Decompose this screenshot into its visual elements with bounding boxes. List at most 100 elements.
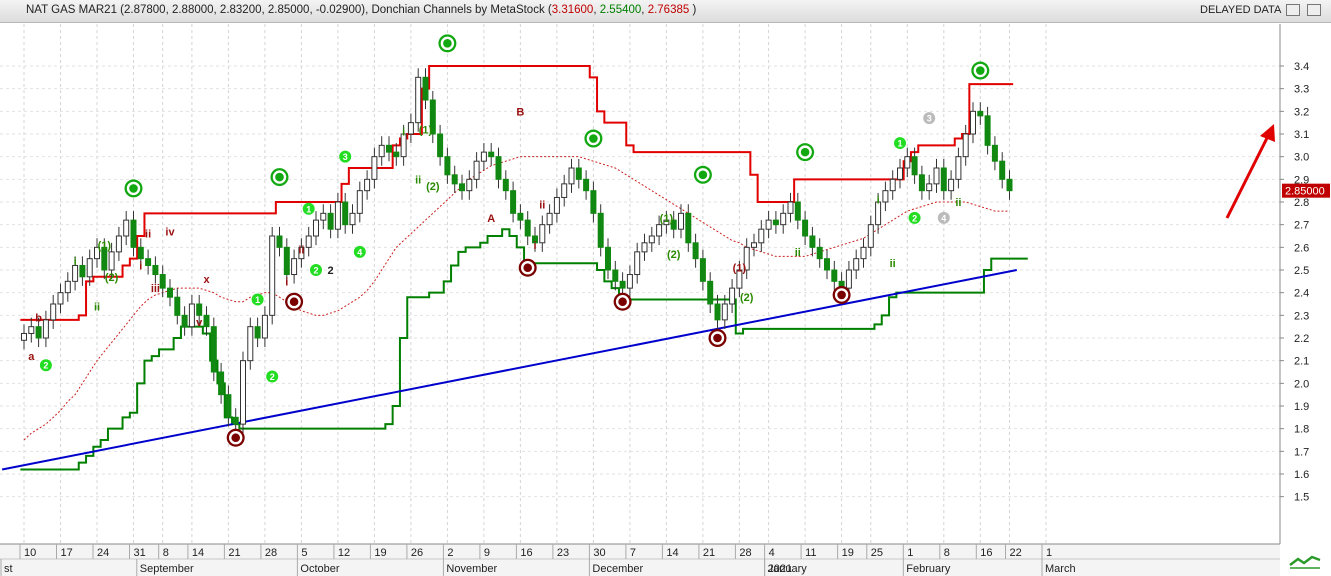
date-tick-label: 8	[944, 547, 950, 559]
price-bar	[451, 174, 458, 185]
price-bar	[320, 212, 327, 221]
price-bar	[984, 115, 991, 146]
wave-count-label: 2	[912, 213, 917, 223]
month-label: November	[446, 563, 497, 575]
price-tick-label: 2.2	[1294, 333, 1309, 345]
price-bar	[473, 160, 480, 180]
price-bar	[853, 258, 860, 271]
wave-count-dot	[251, 293, 264, 306]
price-bar	[962, 133, 969, 158]
wave-count-label: 3	[927, 114, 932, 124]
price-tick-label: 3.4	[1294, 61, 1309, 73]
price-bar	[663, 219, 670, 226]
price-bar	[261, 314, 268, 339]
price-tick-label: 2.0	[1294, 378, 1309, 390]
price-bar	[648, 235, 655, 244]
wave-marker-ring	[586, 131, 601, 146]
price-bar	[276, 235, 283, 248]
wave-text-label: x	[203, 274, 210, 286]
price-bar	[422, 76, 429, 101]
price-tick-label: 1.6	[1294, 469, 1309, 481]
price-bar	[240, 360, 246, 425]
date-tick-label: 28	[265, 547, 277, 559]
restore-icon[interactable]	[1286, 4, 1300, 16]
price-bar	[437, 133, 444, 158]
price-tick-label: 1.8	[1294, 424, 1309, 436]
chart-lines	[1, 65, 1028, 471]
chart-title: NAT GAS MAR21 (2.87800, 2.88000, 2.83200…	[26, 4, 697, 16]
price-bar	[203, 314, 210, 328]
price-bar	[780, 212, 787, 226]
wave-marker-ring	[798, 145, 812, 159]
wave-marker-ring	[834, 288, 849, 302]
price-bar	[794, 201, 801, 221]
date-tick-label: 5	[301, 547, 307, 559]
wave-count-dot	[266, 370, 279, 383]
price-bar	[1006, 178, 1013, 192]
price-bar	[948, 178, 955, 192]
price-tick-label: 2.1	[1294, 356, 1309, 368]
date-tick-label: 4	[769, 547, 775, 559]
wave-count-dot	[923, 112, 936, 125]
price-bar	[254, 326, 261, 339]
price-bar	[283, 246, 290, 276]
price-tick-label: 1.9	[1294, 401, 1309, 413]
study-name: Donchian Channels by MetaStock	[371, 4, 545, 16]
chart-grid	[0, 24, 1280, 544]
lower-value: 2.55400	[599, 4, 642, 16]
price-bar	[977, 110, 984, 117]
wave-count-dot	[39, 359, 52, 372]
price-bar	[816, 246, 823, 260]
price-bar	[575, 167, 582, 180]
price-bar	[137, 246, 144, 260]
chart-type-icon[interactable]	[1284, 551, 1328, 573]
price-tick-label: 2.6	[1294, 242, 1309, 254]
price-tick-label: 1.5	[1294, 492, 1309, 504]
chart-title-bar: NAT GAS MAR21 (2.87800, 2.88000, 2.83200…	[0, 0, 1331, 23]
price-bar	[298, 246, 305, 260]
price-bar	[407, 122, 414, 135]
date-tick-label: 8	[163, 547, 169, 559]
price-bar	[188, 303, 195, 328]
price-bar	[729, 287, 736, 305]
price-tick-label: 1.7	[1294, 446, 1309, 458]
price-bar	[933, 167, 940, 185]
price-bar	[313, 219, 319, 237]
month-label: October	[300, 563, 339, 575]
series-lower-line	[20, 228, 1028, 471]
date-tick-label: 19	[842, 547, 854, 559]
wave-text-label: v	[196, 317, 203, 329]
price-bar	[21, 332, 27, 341]
wave-text-label: a	[28, 351, 35, 363]
price-bar	[787, 201, 794, 214]
wave-marker-ring	[973, 63, 987, 78]
price-bar	[210, 326, 217, 373]
mid-value: 2.76385	[647, 4, 690, 16]
wave-count-label: 3	[343, 152, 348, 162]
date-tick-label: 21	[703, 547, 715, 559]
price-bar	[860, 246, 867, 260]
wave-text-label: 2	[328, 265, 334, 277]
price-bar	[889, 178, 896, 192]
price-bar	[626, 274, 633, 289]
date-tick-label: 9	[484, 547, 490, 559]
price-bar	[50, 303, 57, 321]
price-bar	[634, 251, 641, 276]
date-tick-label: 11	[805, 547, 816, 559]
price-bar	[991, 144, 998, 162]
close-icon[interactable]	[1307, 4, 1321, 16]
price-bar	[678, 212, 684, 230]
price-bar	[57, 292, 64, 305]
price-bar	[480, 151, 487, 162]
date-tick-label: 2	[447, 547, 453, 559]
ohlc-values: (2.87800, 2.88000, 2.83200, 2.85000, -0.…	[120, 4, 369, 16]
month-label: 2021	[768, 563, 792, 575]
wave-text-label: (2)	[667, 249, 681, 261]
price-bar	[904, 156, 911, 169]
price-bar	[342, 201, 349, 226]
price-bar	[444, 156, 451, 176]
price-bar	[459, 183, 465, 192]
wave-text-label: ii	[890, 258, 896, 270]
